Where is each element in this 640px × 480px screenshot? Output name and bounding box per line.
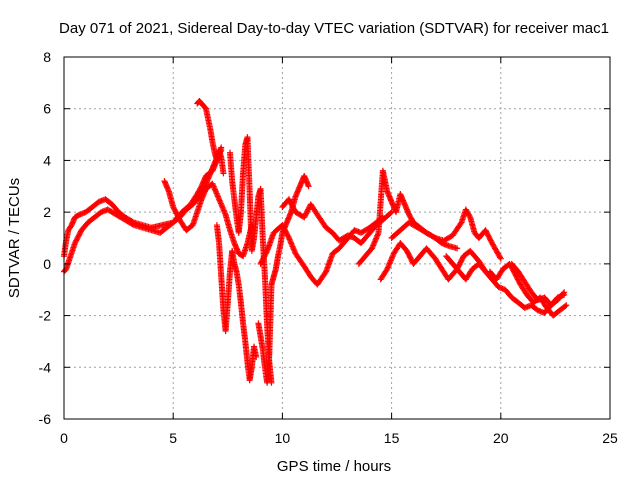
series-track-d bbox=[194, 97, 227, 177]
data-point bbox=[253, 353, 260, 360]
data-point bbox=[497, 255, 504, 262]
data-point bbox=[497, 254, 504, 261]
data-point bbox=[562, 303, 569, 310]
data-point bbox=[305, 183, 312, 190]
chart-title: Day 071 of 2021, Sidereal Day-to-day VTE… bbox=[59, 20, 609, 37]
x-tick-label: 20 bbox=[493, 430, 509, 446]
x-tick-label: 10 bbox=[275, 430, 291, 446]
series-track-e bbox=[213, 222, 260, 384]
y-tick-label: 4 bbox=[43, 152, 51, 168]
y-tick-label: 0 bbox=[43, 256, 51, 272]
series-track-c bbox=[161, 178, 255, 260]
data-point bbox=[285, 233, 292, 240]
y-tick-label: -2 bbox=[39, 308, 52, 324]
data-point bbox=[563, 302, 570, 309]
plot-frame bbox=[63, 56, 611, 420]
x-tick-label: 5 bbox=[169, 430, 177, 446]
y-tick-label: -4 bbox=[39, 359, 52, 375]
data-point bbox=[387, 210, 394, 217]
y-tick-label: 6 bbox=[43, 101, 51, 117]
data-point bbox=[454, 245, 461, 252]
data-point bbox=[322, 269, 329, 276]
x-axis-label: GPS time / hours bbox=[277, 458, 391, 475]
data-point bbox=[457, 220, 464, 227]
y-tick-label: 8 bbox=[43, 49, 51, 65]
data-point bbox=[431, 234, 438, 241]
x-tick-label: 0 bbox=[60, 430, 68, 446]
series-track-n bbox=[486, 260, 570, 319]
y-tick-label: 2 bbox=[43, 204, 51, 220]
x-tick-label: 15 bbox=[384, 430, 400, 446]
grid-lines bbox=[64, 57, 610, 419]
data-point bbox=[466, 213, 473, 220]
series-track-i bbox=[279, 196, 395, 247]
series-track-f bbox=[226, 134, 275, 386]
series-track-o bbox=[508, 260, 568, 309]
y-tick-label: -6 bbox=[39, 411, 52, 427]
data-point bbox=[263, 249, 270, 256]
x-tick-label: 25 bbox=[602, 430, 618, 446]
data-points bbox=[61, 97, 570, 386]
data-point bbox=[561, 291, 568, 298]
series-track-m bbox=[443, 253, 568, 316]
y-axis-label: SDTVAR / TECUs bbox=[6, 178, 23, 298]
series-track-l bbox=[388, 206, 504, 262]
data-point bbox=[220, 170, 227, 177]
axis-ticks: 0 5 10 15 20 25 -6 -4 -2 0 2 4 6 8 bbox=[39, 49, 618, 446]
data-point bbox=[129, 221, 136, 228]
